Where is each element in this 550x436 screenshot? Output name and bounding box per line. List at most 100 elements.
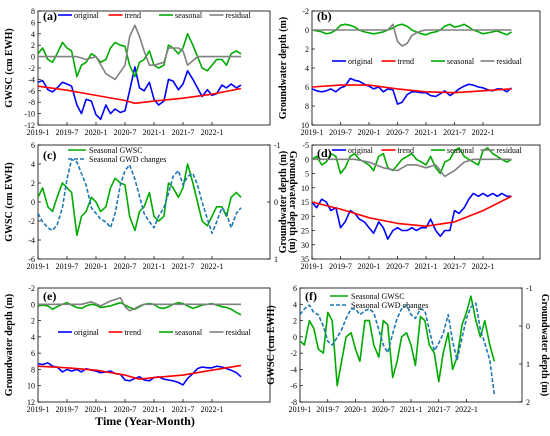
series-line-seasonal [312,147,512,175]
y-tick-label: 4 [293,300,297,309]
series-line-residual [38,296,241,312]
y-tick-label: -6 [28,255,35,264]
y-tick-label: 10 [301,121,309,130]
x-tick-label: 2019-1 [27,262,50,271]
series-line-residual [312,23,512,47]
x-tick-label: 2020-7 [114,128,137,137]
y-tick-label: -12 [24,121,35,130]
x-tick-label: 2022-1 [201,128,224,137]
x-tick-label: 2020-7 [386,262,409,271]
y-tick-label: 0 [31,198,35,207]
y-tick-label: 8 [31,7,35,16]
y-tick-label: 4 [305,64,309,73]
y-tick-label: 35 [301,255,309,264]
y2-tick-label: -1 [274,141,281,150]
legend-label: seasonal [447,146,475,155]
x-tick-label: 2019-1 [301,128,324,137]
y-axis-label: Groundwater depth (m) [278,17,289,119]
x-tick-label: 2019-7 [56,262,79,271]
legend: original trend seasonal residual [332,146,523,155]
x-tick-label: 2021-7 [443,128,466,137]
panel-f: -8 -6 -4 -2 0 2 4 6 2 1 0 -1 2019-1 2019-7 2020-1 2020-… [266,284,550,414]
legend-label: original [74,328,100,337]
y2-tick-label: 1 [274,255,278,264]
legend-label: Seasonal GWSC [89,146,143,155]
legend-label: seasonal [175,11,203,20]
series-line-seasonal-gwd-changes [300,302,496,395]
panel-e: 12 10 8 6 4 2 0 -2 2019-1 2019-7 2020-1 2020-7 2021-… [4,284,271,414]
series-line-seasonal-gwsc [300,295,496,387]
y-tick-label: 20 [301,212,309,221]
x-tick-label: 2020-1 [85,262,108,271]
y-tick-label: 6 [31,141,35,150]
legend: original trend seasonal residual [332,57,523,66]
y-tick-label: -6 [28,87,35,96]
x-tick-label: 2019-1 [301,262,324,271]
series-group [312,147,512,240]
legend: original trend seasonal residual [58,328,252,337]
x-tick-label: 2020-7 [114,262,137,271]
series-line-trend [312,84,512,94]
x-tick-label: 2020-1 [344,405,367,414]
y-tick-label: 0 [305,155,309,164]
x-tick-label: 2021-1 [143,262,166,271]
legend-label: residual [497,57,523,66]
x-tick-label: 2021-1 [415,262,438,271]
y-tick-label: -4 [28,75,35,84]
series-line-trend [38,85,242,105]
y-tick-label: 0 [31,53,35,62]
y-tick-label: 12 [27,398,35,407]
series-line-residual [38,24,241,81]
y-tick-label: -2 [28,284,35,293]
x-tick-label: 2021-7 [172,405,195,414]
y-tick-label: 25 [301,227,309,236]
y-tick-label: 10 [27,382,35,391]
y2-axis-label: Groundwater depth (m) [539,294,550,396]
y-tick-label: 0 [293,333,297,342]
x-tick-label: 2021-1 [415,128,438,137]
y-axis-label: GWSC (cm EWH) [266,305,277,384]
legend-label: trend [398,146,414,155]
y-tick-label: 6 [305,83,309,92]
y-tick-label: 2 [31,41,35,50]
x-tick-label: 2019-7 [329,128,352,137]
y-tick-label: -4 [28,236,35,245]
x-axis-title: Time (Year-Month) [95,414,195,428]
y2-tick-label: 2 [526,398,530,407]
x-tick-label: 2019-1 [27,405,50,414]
y-axis-label: GWSC (cm EWH) [4,28,15,107]
y-tick-label: 6 [31,18,35,27]
y-axis-label: GWSC (cm EWH) [4,162,15,241]
y2-tick-label: 1 [526,360,530,369]
legend: original trend seasonal residual [58,11,252,20]
y-tick-label: 2 [305,45,309,54]
legend-label: Seasonal GWD changes [89,155,166,164]
x-tick-label: 2021-7 [443,262,466,271]
y-tick-label: 8 [305,102,309,111]
x-tick-label: 2022-1 [455,405,478,414]
series-line-original [38,362,242,386]
x-tick-label: 2021-1 [400,405,423,414]
x-tick-label: 2019-7 [329,262,352,271]
series-line-trend [312,195,512,227]
x-tick-label: 2019-7 [56,405,79,414]
y-tick-label: 6 [31,349,35,358]
y-tick-label: 0 [31,300,35,309]
legend-label: original [348,57,374,66]
legend-label: seasonal [447,57,475,66]
y-tick-label: 15 [301,198,309,207]
legend-label: original [74,11,100,20]
panel-b: 10 8 6 4 2 0 -2 2019-1 2019-7 2020-1 2020-7 2021-1 2… [278,7,541,137]
panel-d: 35 30 25 20 15 10 5 0 -5 2019-1 2019-7 2020-1 2020-7… [278,141,541,271]
x-tick-label: 2021-1 [143,128,166,137]
series-line-seasonal [312,23,512,36]
y-tick-label: 10 [301,184,309,193]
x-tick-label: 2019-1 [289,405,312,414]
y-tick-label: 4 [31,160,35,169]
y2-axis-label: Groundwater depth (m) [287,151,298,253]
series-line-original [38,66,242,121]
legend-label: original [348,146,374,155]
y-tick-label: 6 [293,284,297,293]
